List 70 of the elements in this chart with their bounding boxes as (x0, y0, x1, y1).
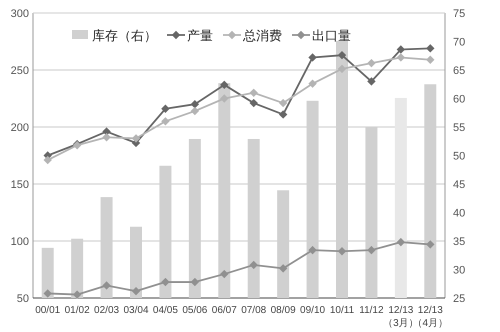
point (132, 134, 140, 142)
legend-label: 库存（右） (92, 28, 157, 43)
point (308, 246, 317, 254)
point (190, 107, 199, 116)
point (396, 45, 405, 54)
point (44, 156, 52, 164)
point (73, 290, 82, 299)
y2-tick-label: 60 (453, 94, 466, 106)
point (190, 100, 199, 108)
x-tick-label: 04/05 (152, 305, 178, 316)
y2-tick-label: 55 (453, 122, 466, 134)
point (132, 287, 140, 296)
y2-tick-label: 70 (453, 36, 466, 48)
point (102, 133, 111, 142)
point (338, 64, 346, 73)
point (250, 260, 258, 269)
x-tick-label: 08/09 (270, 305, 296, 316)
y-tick-label: 300 (10, 8, 29, 20)
point (367, 246, 376, 254)
x-tick-label: 11/12 (359, 305, 384, 316)
y-tick-label: 150 (10, 179, 29, 191)
legend-label: 出口量 (312, 28, 351, 43)
point (220, 80, 228, 89)
y-tick-label: 250 (10, 65, 29, 77)
y2-tick-label: 35 (453, 236, 466, 248)
point (396, 238, 405, 246)
point (250, 88, 258, 97)
legend-label: 产量 (187, 28, 213, 43)
point (426, 240, 434, 248)
point (308, 53, 317, 62)
point (338, 51, 346, 60)
point (279, 99, 288, 108)
y-tick-label: 100 (10, 236, 29, 248)
point (308, 80, 317, 88)
y2-tick-label: 30 (453, 264, 466, 276)
point (190, 278, 199, 286)
x-tick-label: 06/07 (212, 305, 238, 316)
x-tick-label: 02/03 (94, 305, 120, 316)
point (161, 104, 170, 113)
x-tick-label: 01/02 (64, 305, 90, 316)
point (367, 59, 376, 68)
x-tick-label: 07/08 (241, 305, 267, 316)
point (279, 110, 288, 118)
y-tick-label: 50 (16, 293, 29, 305)
point (426, 56, 434, 64)
point (220, 94, 228, 102)
point (161, 278, 170, 286)
point (367, 77, 376, 86)
point (250, 99, 258, 108)
point (102, 281, 111, 290)
point (44, 289, 52, 298)
point (396, 53, 405, 62)
point (279, 264, 288, 272)
point (338, 247, 346, 256)
x-tick-label: 05/06 (182, 305, 208, 316)
y2-tick-label: 40 (453, 208, 466, 220)
y2-tick-label: 65 (453, 65, 466, 77)
y2-tick-label: 75 (453, 8, 466, 20)
y2-tick-label: 45 (453, 179, 466, 191)
x-tick-label: 09/10 (300, 305, 326, 316)
point (426, 44, 434, 52)
point (220, 270, 228, 278)
x-tick-label: 03/04 (123, 305, 149, 316)
y-tick-label: 200 (10, 122, 29, 134)
legend-label: 总消费 (242, 28, 282, 43)
y2-tick-label: 25 (453, 293, 466, 305)
y2-tick-label: 50 (453, 150, 466, 162)
x-tick-label: 10/11 (330, 305, 355, 316)
x-tick-label: 00/01 (35, 305, 61, 316)
point (161, 117, 170, 126)
